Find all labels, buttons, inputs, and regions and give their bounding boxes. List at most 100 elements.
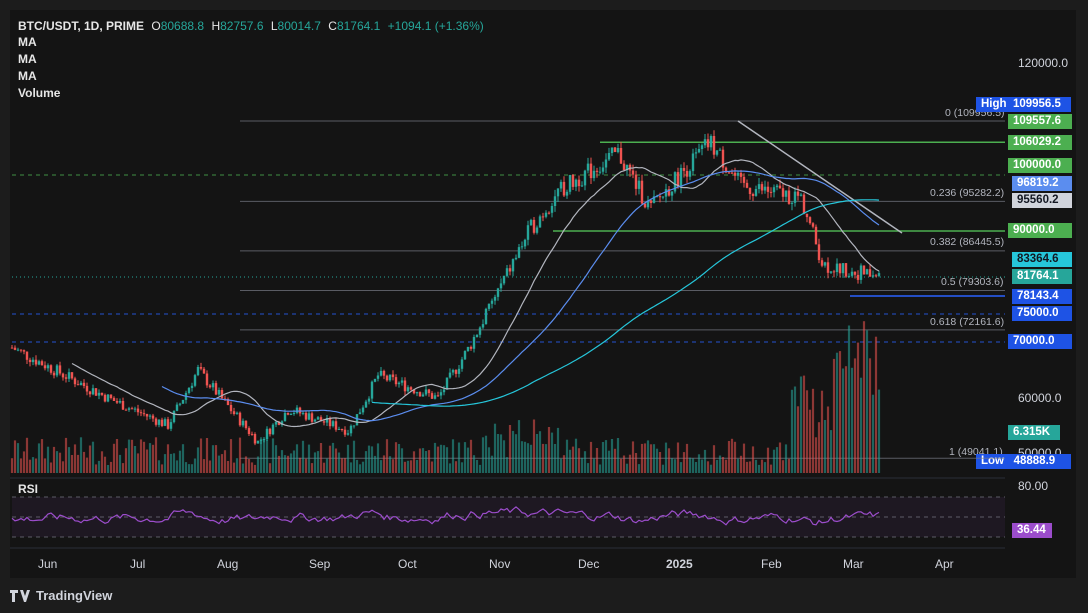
low-value: 80014.7 bbox=[277, 19, 321, 33]
volume-bar bbox=[379, 460, 383, 473]
volume-bar bbox=[871, 394, 875, 473]
candle-body bbox=[643, 203, 647, 208]
time-tick: Jul bbox=[130, 557, 146, 571]
candle-body bbox=[697, 149, 701, 153]
symbol-label[interactable]: BTC/USDT, 1D, PRIME bbox=[18, 19, 145, 33]
volume-bar bbox=[169, 453, 173, 473]
volume-bar bbox=[61, 461, 65, 473]
candle-body bbox=[214, 383, 218, 395]
candle-body bbox=[625, 164, 629, 171]
candle-body bbox=[676, 172, 680, 187]
volume-bar bbox=[43, 458, 47, 473]
indicator-rsi[interactable]: RSI bbox=[18, 482, 39, 496]
brand-label: TradingView bbox=[36, 588, 113, 603]
last-price-tag: 81764.1 bbox=[1012, 269, 1072, 284]
chart-panel[interactable] bbox=[10, 10, 1076, 578]
candle-body bbox=[601, 167, 605, 172]
candle-body bbox=[238, 412, 242, 426]
close-value: 81764.1 bbox=[336, 19, 381, 33]
price-tick: 60000.0 bbox=[1018, 391, 1062, 405]
candle-body bbox=[166, 419, 170, 429]
tradingview-logo[interactable]: TradingView bbox=[10, 588, 112, 603]
volume-bar bbox=[589, 441, 593, 473]
candle-body bbox=[436, 395, 440, 397]
volume-bar bbox=[790, 389, 794, 473]
volume-bar bbox=[199, 438, 203, 473]
close-label: C bbox=[328, 19, 337, 33]
candle-body bbox=[553, 196, 557, 206]
volume-bar bbox=[691, 458, 695, 473]
candle-body bbox=[490, 300, 494, 304]
volume-bar bbox=[373, 455, 377, 473]
candle-body bbox=[385, 375, 389, 381]
volume-bar bbox=[634, 453, 638, 473]
candle-body bbox=[682, 168, 686, 171]
candle-body bbox=[352, 425, 356, 427]
volume-bar bbox=[493, 423, 497, 473]
candle-body bbox=[313, 419, 317, 422]
candle-body bbox=[349, 425, 353, 434]
volume-bar bbox=[664, 442, 668, 473]
candle-body bbox=[607, 153, 611, 160]
candle-body bbox=[505, 268, 509, 276]
volume-bar bbox=[523, 441, 527, 473]
volume-bar bbox=[397, 444, 401, 473]
volume-bar bbox=[343, 458, 347, 473]
candle-body bbox=[394, 377, 398, 385]
indicator-volume[interactable]: Volume bbox=[18, 86, 61, 100]
volume-bar bbox=[814, 437, 818, 473]
volume-bar bbox=[307, 444, 311, 473]
candle-body bbox=[307, 413, 311, 420]
trendline bbox=[737, 120, 903, 234]
fib-label: 0.382 (86445.5) bbox=[930, 236, 1005, 248]
candle-body bbox=[736, 172, 740, 176]
volume-bar bbox=[538, 431, 542, 473]
candle-body bbox=[370, 381, 374, 399]
candle-body bbox=[568, 175, 572, 192]
volume-bar bbox=[94, 464, 98, 473]
volume-bar bbox=[22, 451, 26, 473]
candle-body bbox=[226, 399, 230, 405]
candle-body bbox=[724, 167, 728, 173]
candle-body bbox=[100, 392, 104, 395]
candle-body bbox=[508, 268, 512, 272]
indicator-ma-1[interactable]: MA bbox=[18, 35, 37, 49]
candle-body bbox=[586, 163, 590, 171]
volume-bar bbox=[367, 445, 371, 473]
volume-bar bbox=[532, 419, 536, 473]
volume-bar bbox=[829, 430, 833, 473]
volume-bar bbox=[628, 454, 632, 473]
volume-bar bbox=[37, 443, 41, 473]
time-tick: Nov bbox=[489, 557, 511, 571]
candle-body bbox=[577, 179, 581, 187]
symbol-legend[interactable]: BTC/USDT, 1D, PRIME O80688.8 H82757.6 L8… bbox=[18, 18, 484, 35]
candle-body bbox=[358, 412, 362, 415]
volume-bar bbox=[274, 445, 278, 473]
volume-bar bbox=[541, 443, 545, 473]
volume-bar bbox=[772, 449, 776, 473]
candle-body bbox=[280, 421, 284, 425]
volume-bar bbox=[364, 451, 368, 473]
candle-body bbox=[397, 382, 401, 385]
candle-body bbox=[481, 324, 485, 328]
candle-body bbox=[31, 359, 35, 363]
candle-body bbox=[808, 217, 812, 224]
volume-bar bbox=[739, 455, 743, 473]
volume-bar bbox=[265, 439, 269, 473]
volume-bar bbox=[799, 376, 803, 473]
indicator-ma-2[interactable]: MA bbox=[18, 52, 37, 66]
volume-bar bbox=[79, 437, 83, 473]
candle-body bbox=[415, 392, 419, 394]
candle-body bbox=[802, 194, 806, 214]
volume-bar bbox=[769, 464, 773, 473]
volume-bar bbox=[247, 459, 251, 473]
volume-bar bbox=[454, 461, 458, 473]
candle-body bbox=[679, 168, 683, 187]
time-tick: Feb bbox=[761, 557, 782, 571]
candle-body bbox=[700, 145, 704, 149]
volume-bar bbox=[667, 448, 671, 473]
candle-body bbox=[391, 374, 395, 378]
indicator-ma-3[interactable]: MA bbox=[18, 69, 37, 83]
volume-bar bbox=[322, 462, 326, 473]
